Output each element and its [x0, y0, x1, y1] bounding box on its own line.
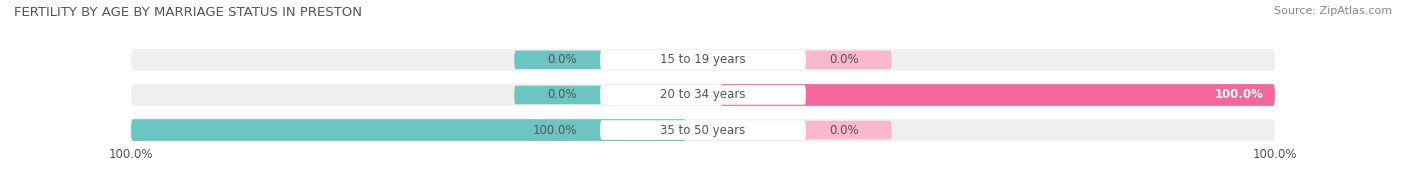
Text: 100.0%: 100.0% [533, 123, 578, 137]
Text: 20 to 34 years: 20 to 34 years [661, 88, 745, 102]
FancyBboxPatch shape [600, 85, 806, 105]
FancyBboxPatch shape [515, 51, 612, 69]
Text: 0.0%: 0.0% [828, 53, 859, 66]
Text: 0.0%: 0.0% [547, 88, 578, 102]
Text: Source: ZipAtlas.com: Source: ZipAtlas.com [1274, 6, 1392, 16]
FancyBboxPatch shape [131, 84, 1275, 106]
FancyBboxPatch shape [515, 86, 612, 104]
Text: 100.0%: 100.0% [1215, 88, 1264, 102]
Text: 0.0%: 0.0% [547, 53, 578, 66]
FancyBboxPatch shape [794, 51, 891, 69]
FancyBboxPatch shape [720, 84, 1275, 106]
Text: 35 to 50 years: 35 to 50 years [661, 123, 745, 137]
FancyBboxPatch shape [131, 49, 1275, 71]
Text: 0.0%: 0.0% [828, 123, 859, 137]
Text: 100.0%: 100.0% [108, 148, 153, 161]
FancyBboxPatch shape [600, 120, 806, 140]
Text: 15 to 19 years: 15 to 19 years [661, 53, 745, 66]
Text: 100.0%: 100.0% [1253, 148, 1298, 161]
FancyBboxPatch shape [131, 119, 686, 141]
FancyBboxPatch shape [794, 121, 891, 139]
FancyBboxPatch shape [600, 50, 806, 70]
FancyBboxPatch shape [131, 119, 1275, 141]
Text: FERTILITY BY AGE BY MARRIAGE STATUS IN PRESTON: FERTILITY BY AGE BY MARRIAGE STATUS IN P… [14, 6, 363, 19]
